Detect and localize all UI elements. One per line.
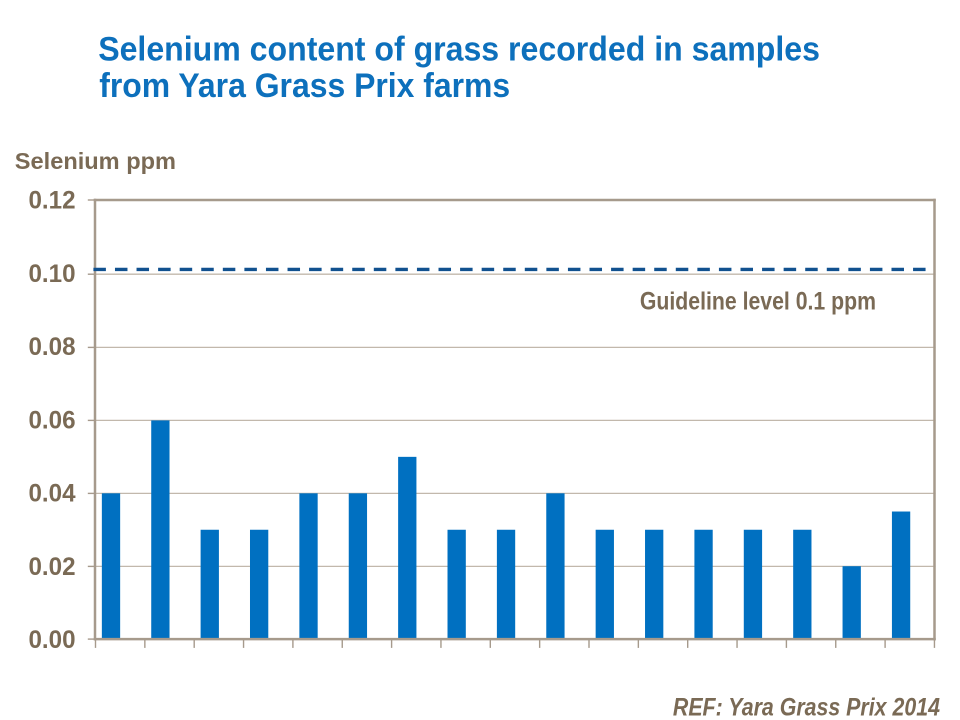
svg-text:0.04: 0.04 (29, 481, 76, 508)
svg-text:from Yara Grass Prix farms: from Yara Grass Prix farms (99, 67, 510, 105)
svg-text:REF: Yara Grass Prix 2014: REF: Yara Grass Prix 2014 (673, 693, 940, 720)
svg-text:Selenium content of grass reco: Selenium content of grass recorded in sa… (98, 30, 820, 68)
svg-text:0.10: 0.10 (29, 261, 76, 288)
svg-text:Selenium ppm: Selenium ppm (15, 148, 176, 174)
svg-text:Guideline level 0.1 ppm: Guideline level 0.1 ppm (640, 288, 876, 316)
svg-text:0.06: 0.06 (29, 407, 76, 434)
svg-text:0.08: 0.08 (29, 334, 76, 361)
svg-text:0.02: 0.02 (29, 554, 76, 581)
svg-text:0.12: 0.12 (29, 188, 76, 215)
svg-text:0.00: 0.00 (29, 627, 76, 654)
